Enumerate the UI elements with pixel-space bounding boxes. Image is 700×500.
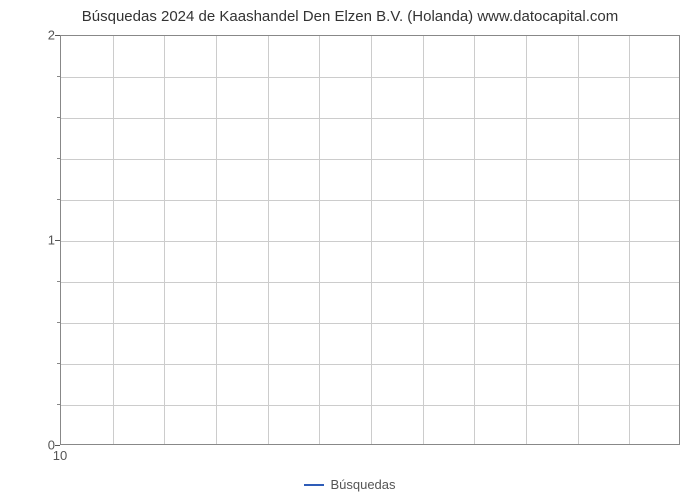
y-axis-tick-mark (55, 445, 60, 446)
chart-container: Búsquedas 2024 de Kaashandel Den Elzen B… (0, 0, 700, 500)
y-axis-minor-tick (57, 76, 60, 77)
plot-area (60, 35, 680, 445)
grid-line-vertical (371, 36, 372, 444)
y-axis-minor-tick (57, 363, 60, 364)
grid-line-horizontal (61, 200, 679, 201)
y-axis-minor-tick (57, 117, 60, 118)
grid-line-vertical (319, 36, 320, 444)
grid-line-vertical (474, 36, 475, 444)
chart-title: Búsquedas 2024 de Kaashandel Den Elzen B… (0, 8, 700, 25)
grid-line-horizontal (61, 323, 679, 324)
y-axis-tick-mark (55, 35, 60, 36)
y-axis-minor-tick (57, 404, 60, 405)
grid-line-horizontal (61, 282, 679, 283)
grid-line-vertical (113, 36, 114, 444)
grid-line-vertical (629, 36, 630, 444)
y-axis-tick-label: 2 (35, 28, 55, 43)
y-axis-tick-mark (55, 240, 60, 241)
y-axis-minor-tick (57, 322, 60, 323)
grid-line-vertical (164, 36, 165, 444)
grid-line-horizontal (61, 118, 679, 119)
grid-line-horizontal (61, 364, 679, 365)
grid-line-vertical (526, 36, 527, 444)
y-axis-minor-tick (57, 199, 60, 200)
legend-line-icon (304, 484, 324, 486)
y-axis-tick-label: 1 (35, 233, 55, 248)
grid-line-horizontal (61, 241, 679, 242)
y-axis-minor-tick (57, 158, 60, 159)
grid-line-vertical (423, 36, 424, 444)
grid-line-horizontal (61, 77, 679, 78)
grid-line-horizontal (61, 405, 679, 406)
grid-line-vertical (216, 36, 217, 444)
legend-label: Búsquedas (330, 477, 395, 492)
grid-line-vertical (268, 36, 269, 444)
grid-line-horizontal (61, 159, 679, 160)
x-axis-tick-label: 10 (53, 448, 67, 463)
grid-line-vertical (578, 36, 579, 444)
legend: Búsquedas (0, 477, 700, 492)
y-axis-minor-tick (57, 281, 60, 282)
